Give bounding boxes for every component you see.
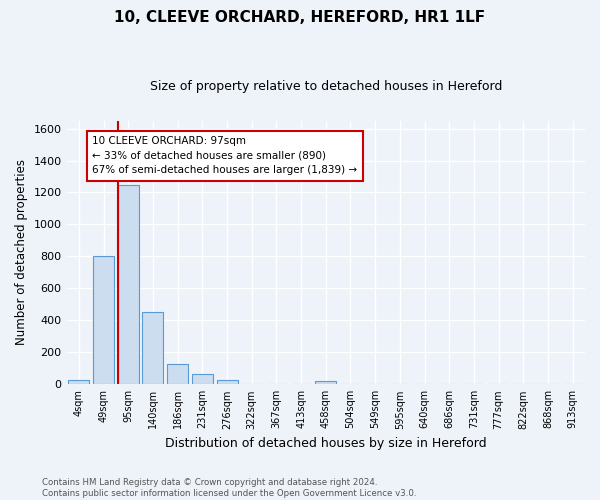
Bar [142,312,163,384]
Bar [167,364,188,384]
X-axis label: Distribution of detached houses by size in Hereford: Distribution of detached houses by size … [165,437,487,450]
Bar [315,381,336,384]
Title: Size of property relative to detached houses in Hereford: Size of property relative to detached ho… [149,80,502,93]
Bar [118,186,139,384]
Bar [192,374,213,384]
Text: Contains HM Land Registry data © Crown copyright and database right 2024.
Contai: Contains HM Land Registry data © Crown c… [42,478,416,498]
Y-axis label: Number of detached properties: Number of detached properties [15,160,28,346]
Bar [68,380,89,384]
Text: 10, CLEEVE ORCHARD, HEREFORD, HR1 1LF: 10, CLEEVE ORCHARD, HEREFORD, HR1 1LF [115,10,485,25]
Bar [217,380,238,384]
Text: 10 CLEEVE ORCHARD: 97sqm
← 33% of detached houses are smaller (890)
67% of semi-: 10 CLEEVE ORCHARD: 97sqm ← 33% of detach… [92,136,358,175]
Bar [93,256,114,384]
